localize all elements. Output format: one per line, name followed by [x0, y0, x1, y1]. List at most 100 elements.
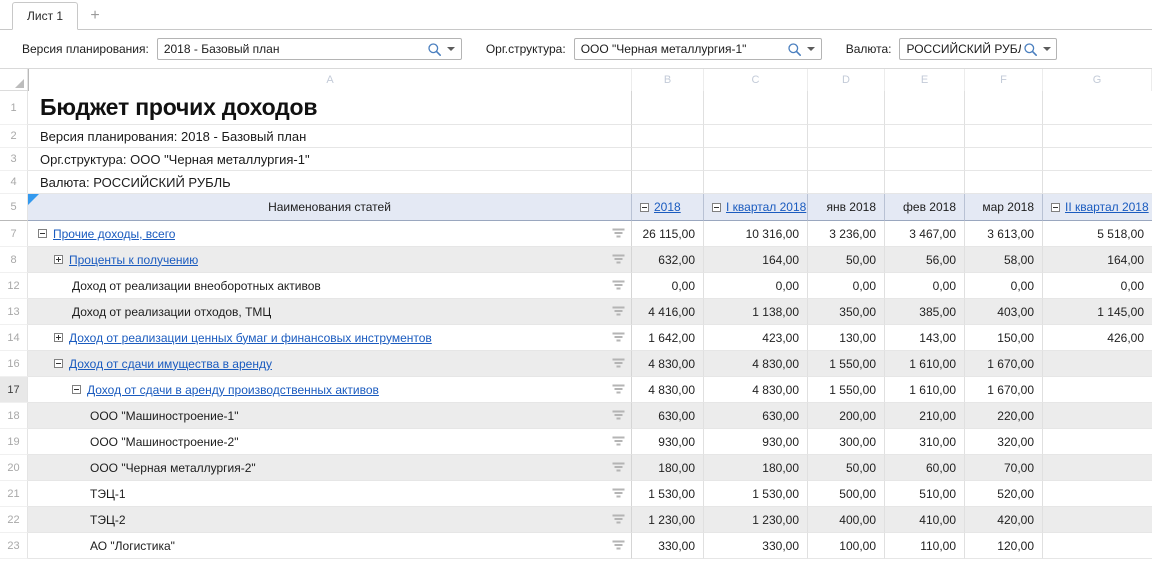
- filter-funnel-icon[interactable]: [605, 306, 631, 317]
- table-cell-value[interactable]: [1043, 507, 1152, 533]
- column-letter-G[interactable]: G: [1043, 69, 1152, 91]
- row-number[interactable]: 4: [0, 171, 28, 194]
- table-cell-value[interactable]: 385,00: [885, 299, 965, 325]
- filter-funnel-icon[interactable]: [605, 462, 631, 473]
- table-cell-value[interactable]: 632,00: [632, 247, 704, 273]
- cell-blank[interactable]: [808, 148, 885, 171]
- table-row[interactable]: 18 ООО "Машиностроение-1" 630,00 630,00 200,…: [0, 403, 1152, 429]
- table-cell-value[interactable]: 50,00: [808, 455, 885, 481]
- table-cell-value[interactable]: 0,00: [632, 273, 704, 299]
- cell-blank[interactable]: [965, 171, 1043, 194]
- column-header-period[interactable]: янв 2018: [808, 194, 885, 221]
- table-cell-value[interactable]: 130,00: [808, 325, 885, 351]
- cell-blank[interactable]: [632, 91, 704, 125]
- table-row[interactable]: 19 ООО "Машиностроение-2" 930,00 930,00 300,…: [0, 429, 1152, 455]
- column-header-period[interactable]: I квартал 2018: [704, 194, 808, 221]
- table-cell-value[interactable]: 70,00: [965, 455, 1043, 481]
- row-number[interactable]: 13: [0, 299, 28, 325]
- row-number[interactable]: 5: [0, 194, 28, 221]
- filter-funnel-icon[interactable]: [605, 254, 631, 265]
- expand-plus-icon[interactable]: [54, 333, 63, 342]
- table-cell-value[interactable]: 200,00: [808, 403, 885, 429]
- table-cell-value[interactable]: 180,00: [632, 455, 704, 481]
- column-header-period[interactable]: мар 2018: [965, 194, 1043, 221]
- collapse-minus-icon[interactable]: [72, 385, 81, 394]
- row-number[interactable]: 20: [0, 455, 28, 481]
- currency-combobox[interactable]: РОССИЙСКИЙ РУБЛЬ: [899, 38, 1058, 60]
- row-name-cell[interactable]: ООО "Машиностроение-1": [28, 403, 632, 429]
- table-cell-value[interactable]: 500,00: [808, 481, 885, 507]
- cell-blank[interactable]: [1043, 91, 1152, 125]
- table-cell-value[interactable]: 1 230,00: [704, 507, 808, 533]
- row-number[interactable]: 16: [0, 351, 28, 377]
- chevron-down-icon[interactable]: [1039, 40, 1054, 58]
- add-sheet-button[interactable]: +: [90, 7, 100, 24]
- table-cell-value[interactable]: 330,00: [704, 533, 808, 559]
- collapse-minus-icon[interactable]: [38, 229, 47, 238]
- table-cell-value[interactable]: 1 610,00: [885, 377, 965, 403]
- column-header-period-label[interactable]: I квартал 2018: [726, 200, 807, 214]
- select-all-corner[interactable]: [0, 69, 28, 90]
- cell-blank[interactable]: [885, 171, 965, 194]
- column-header-period[interactable]: 2018: [632, 194, 704, 221]
- filter-funnel-icon[interactable]: [605, 332, 631, 343]
- collapse-minus-icon[interactable]: [1051, 202, 1060, 212]
- row-name-cell[interactable]: ООО "Машиностроение-2": [28, 429, 632, 455]
- row-name-cell[interactable]: Доход от сдачи имущества в аренду: [28, 351, 632, 377]
- cell-blank[interactable]: [808, 171, 885, 194]
- cell-blank[interactable]: [808, 91, 885, 125]
- row-number[interactable]: 22: [0, 507, 28, 533]
- collapse-minus-icon[interactable]: [640, 202, 649, 212]
- table-cell-value[interactable]: 330,00: [632, 533, 704, 559]
- cell-blank[interactable]: [965, 91, 1043, 125]
- filter-funnel-icon[interactable]: [605, 410, 631, 421]
- row-name-label[interactable]: Доход от реализации ценных бумаг и финан…: [69, 330, 432, 345]
- row-number[interactable]: 17: [0, 377, 28, 403]
- column-header-period[interactable]: II квартал 2018: [1043, 194, 1152, 221]
- table-cell-value[interactable]: 300,00: [808, 429, 885, 455]
- expand-plus-icon[interactable]: [54, 255, 63, 264]
- table-cell-value[interactable]: 5 518,00: [1043, 221, 1152, 247]
- table-cell-value[interactable]: 426,00: [1043, 325, 1152, 351]
- filter-funnel-icon[interactable]: [605, 384, 631, 395]
- chevron-down-icon[interactable]: [804, 40, 819, 58]
- cell-blank[interactable]: [885, 125, 965, 148]
- table-cell-value[interactable]: 1 230,00: [632, 507, 704, 533]
- org-structure-combobox[interactable]: ООО "Черная металлургия-1": [573, 38, 822, 60]
- table-cell-value[interactable]: 930,00: [632, 429, 704, 455]
- table-row[interactable]: 21 ТЭЦ-1 1 530,00 1 530,00 500,00 510,00 520,0…: [0, 481, 1152, 507]
- row-name-cell[interactable]: АО "Логистика": [28, 533, 632, 559]
- row-name-cell[interactable]: Доход от реализации отходов, ТМЦ: [28, 299, 632, 325]
- table-row[interactable]: 22 ТЭЦ-2 1 230,00 1 230,00 400,00 410,00 420,0…: [0, 507, 1152, 533]
- column-header-period[interactable]: фев 2018: [885, 194, 965, 221]
- row-name-label[interactable]: Доход от сдачи в аренду производственных…: [87, 382, 379, 397]
- table-cell-value[interactable]: 164,00: [704, 247, 808, 273]
- row-number[interactable]: 14: [0, 325, 28, 351]
- column-header-name[interactable]: Наименования статей: [28, 194, 632, 221]
- row-number[interactable]: 21: [0, 481, 28, 507]
- cell-blank[interactable]: [1043, 171, 1152, 194]
- cell-blank[interactable]: [965, 125, 1043, 148]
- table-cell-value[interactable]: 1 642,00: [632, 325, 704, 351]
- filter-funnel-icon[interactable]: [605, 436, 631, 447]
- cell-blank[interactable]: [808, 125, 885, 148]
- table-row[interactable]: 17 Доход от сдачи в аренду производственн…: [0, 377, 1152, 403]
- cell-blank[interactable]: [632, 125, 704, 148]
- row-number[interactable]: 1: [0, 91, 28, 125]
- table-cell-value[interactable]: 1 550,00: [808, 377, 885, 403]
- table-cell-value[interactable]: 320,00: [965, 429, 1043, 455]
- table-cell-value[interactable]: 26 115,00: [632, 221, 704, 247]
- table-cell-value[interactable]: 0,00: [704, 273, 808, 299]
- table-cell-value[interactable]: 4 830,00: [632, 351, 704, 377]
- table-cell-value[interactable]: 110,00: [885, 533, 965, 559]
- column-header-period-label[interactable]: II квартал 2018: [1065, 200, 1149, 214]
- row-number[interactable]: 3: [0, 148, 28, 171]
- table-cell-value[interactable]: 143,00: [885, 325, 965, 351]
- cell-blank[interactable]: [632, 148, 704, 171]
- row-name-cell[interactable]: Проценты к получению: [28, 247, 632, 273]
- table-row[interactable]: 16 Доход от сдачи имущества в аренду 4 830…: [0, 351, 1152, 377]
- table-cell-value[interactable]: 510,00: [885, 481, 965, 507]
- table-cell-value[interactable]: 403,00: [965, 299, 1043, 325]
- collapse-minus-icon[interactable]: [54, 359, 63, 368]
- row-number[interactable]: 18: [0, 403, 28, 429]
